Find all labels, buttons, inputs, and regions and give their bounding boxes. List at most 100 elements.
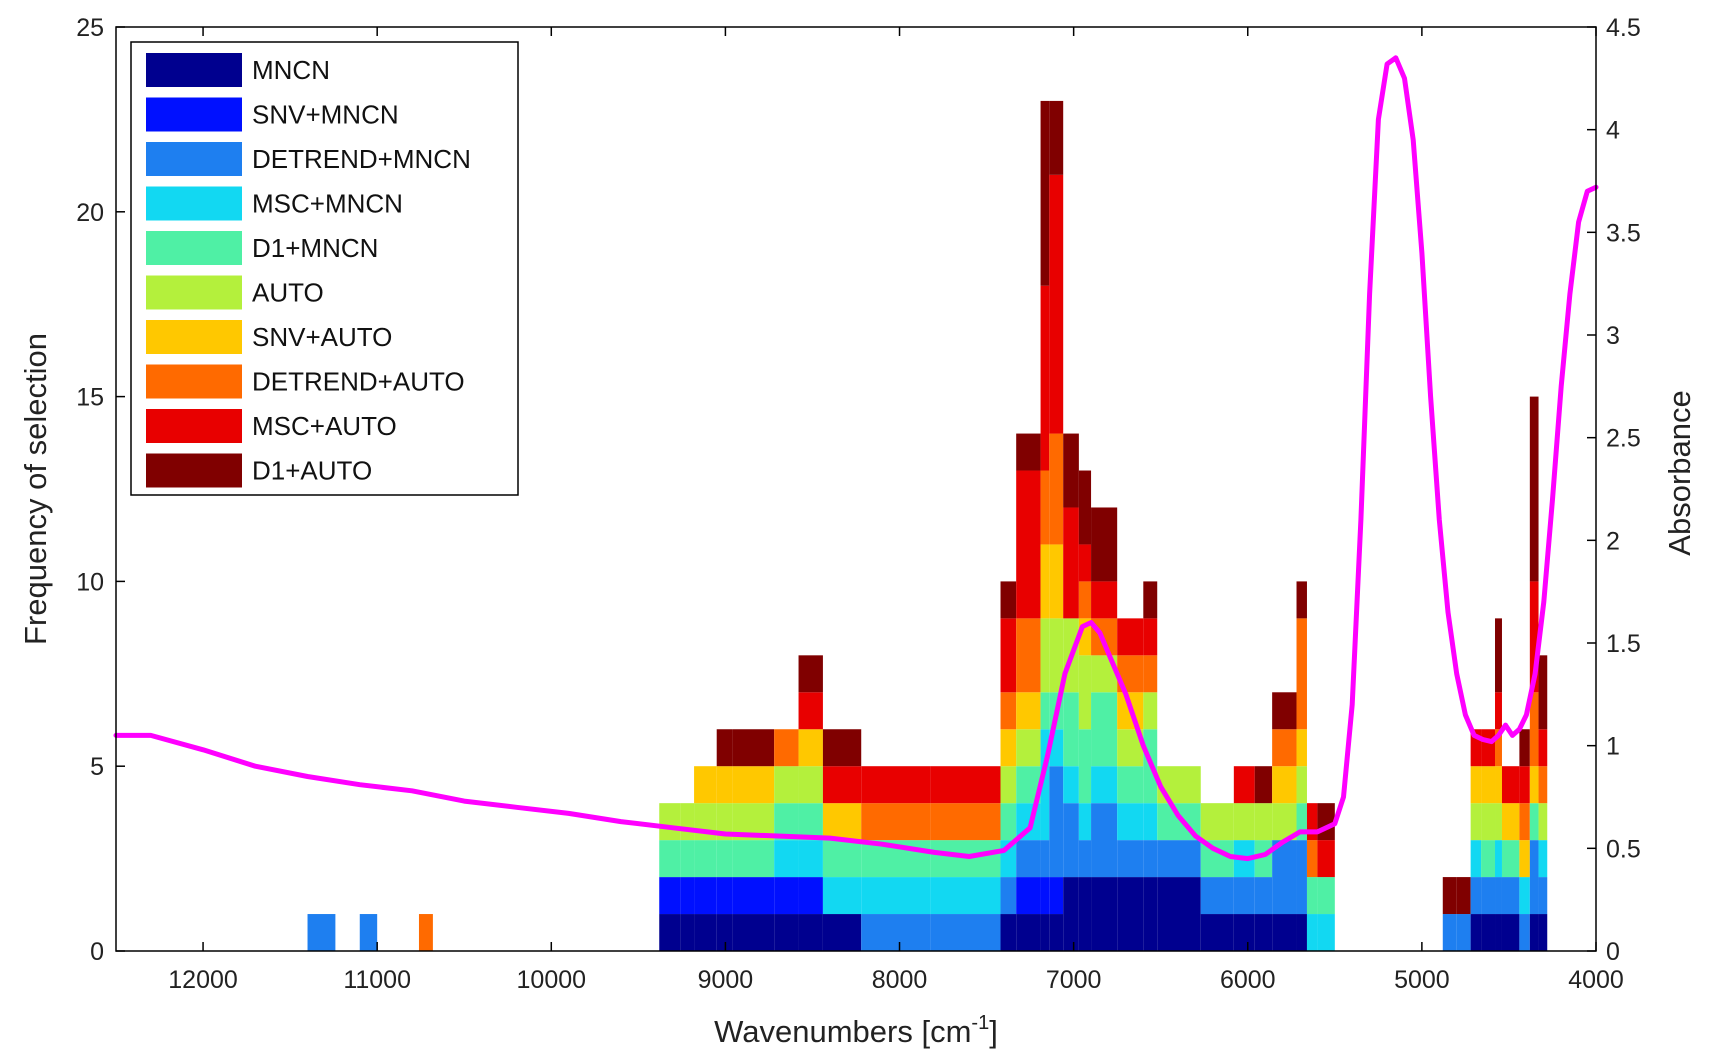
bar-segment-10-0 xyxy=(822,914,862,951)
bar-segment-25-4 xyxy=(1254,766,1273,804)
bar-segment-34-5 xyxy=(1495,729,1502,767)
y-right-tick-label: 3 xyxy=(1606,322,1620,350)
bar-segment-29-1 xyxy=(1317,877,1335,915)
bar-segment-38-2 xyxy=(1538,840,1548,878)
bar-segment-37-5 xyxy=(1529,581,1539,693)
bar-segment-11-3 xyxy=(861,803,931,841)
bar-segment-36-5 xyxy=(1519,729,1530,767)
bar-segment-22-1 xyxy=(1157,840,1201,878)
y-left-tick-label: 0 xyxy=(90,938,104,966)
bar-segment-3-1 xyxy=(659,877,681,915)
legend-label-2: DETREND+MNCN xyxy=(252,144,471,174)
bar-segment-17-0 xyxy=(1063,877,1079,951)
y-right-tick-label: 0 xyxy=(1606,938,1620,966)
x-tick-label: 5000 xyxy=(1394,966,1450,994)
bar-segment-10-4 xyxy=(822,766,862,804)
bar-segment-27-3 xyxy=(1296,766,1307,804)
bar-segment-7-2 xyxy=(732,840,775,878)
bar-segment-30-1 xyxy=(1442,877,1457,915)
bar-segment-32-4 xyxy=(1470,766,1482,804)
legend-swatch-0 xyxy=(146,53,242,87)
legend-label-9: D1+AUTO xyxy=(252,456,372,486)
x-tick-label: 4000 xyxy=(1568,966,1624,994)
bar-segment-29-0 xyxy=(1317,914,1335,951)
legend-swatch-3 xyxy=(146,186,242,221)
plot-frame xyxy=(115,26,1597,952)
bar-segment-1-0 xyxy=(359,914,378,951)
legend-label-5: AUTO xyxy=(252,278,324,308)
bar-segment-8-0 xyxy=(774,914,799,951)
axes: 12000 11000 10000 9000 8000 7000 6000 5000 40000… xyxy=(76,14,1641,994)
bar-segment-11-4 xyxy=(861,766,931,804)
y-right-tick-label: 0.5 xyxy=(1606,835,1641,863)
bar-segment-9-4 xyxy=(798,766,823,804)
legend-swatch-6 xyxy=(146,320,242,354)
bar-segment-38-0 xyxy=(1538,914,1548,951)
legend-label-8: MSC+AUTO xyxy=(252,411,397,441)
bar-segment-16-1 xyxy=(1049,877,1064,915)
bar-segment-13-0 xyxy=(1000,914,1017,951)
bar-segment-27-4 xyxy=(1296,729,1307,767)
bar-segment-38-3 xyxy=(1538,803,1548,841)
bar-segment-4-3 xyxy=(680,803,695,841)
bar-segment-31-0 xyxy=(1456,914,1471,951)
bar-segment-13-5 xyxy=(1000,729,1017,767)
legend-swatch-7 xyxy=(146,364,242,399)
bar-segment-10-3 xyxy=(822,803,862,841)
bar-segment-32-0 xyxy=(1470,914,1482,951)
legend-label-0: MNCN xyxy=(252,55,330,85)
y-left-tick-label: 10 xyxy=(76,568,104,596)
legend-swatch-9 xyxy=(146,453,242,488)
bar-segment-5-4 xyxy=(694,766,717,804)
bar-segment-21-1 xyxy=(1143,840,1158,878)
bar-segment-14-8 xyxy=(1016,470,1041,619)
bar-segment-21-5 xyxy=(1143,655,1158,693)
bar-segment-4-2 xyxy=(680,840,695,878)
bar-segment-15-2 xyxy=(1040,840,1050,878)
bar-segment-26-3 xyxy=(1272,766,1297,804)
x-tick-label: 6000 xyxy=(1220,966,1276,994)
legend-label-7: DETREND+AUTO xyxy=(252,367,465,397)
bar-segment-18-4 xyxy=(1078,655,1092,730)
bar-segment-6-0 xyxy=(716,914,733,951)
bar-segment-24-4 xyxy=(1233,766,1255,804)
bar-segment-25-3 xyxy=(1254,803,1273,841)
bar-segment-16-8 xyxy=(1049,174,1064,434)
bar-segment-32-5 xyxy=(1470,729,1482,767)
bar-segment-7-0 xyxy=(732,914,775,951)
legend-swatch-2 xyxy=(146,142,242,176)
bar-segment-12-3 xyxy=(930,803,1001,841)
bar-segment-25-0 xyxy=(1254,914,1273,951)
bar-segment-5-1 xyxy=(694,877,717,915)
bar-segment-14-7 xyxy=(1016,618,1041,693)
bar-segment-33-3 xyxy=(1481,803,1496,841)
bar-segment-15-9 xyxy=(1040,100,1050,286)
bar-segment-9-5 xyxy=(798,729,823,767)
x-tick-label: 9000 xyxy=(698,966,754,994)
bar-segment-4-1 xyxy=(680,877,695,915)
bar-segment-18-7 xyxy=(1078,544,1092,582)
bar-segment-31-1 xyxy=(1456,877,1471,915)
bar-segment-23-0 xyxy=(1200,914,1234,951)
bar-segment-20-7 xyxy=(1117,618,1144,656)
bar-segment-21-7 xyxy=(1143,581,1158,619)
bar-segment-35-2 xyxy=(1501,840,1520,878)
bar-segment-15-3 xyxy=(1040,729,1050,841)
x-axis-title-suffix: ] xyxy=(989,1014,998,1049)
bar-segment-21-6 xyxy=(1143,618,1158,656)
bar-segment-24-3 xyxy=(1233,803,1255,841)
bar-segment-18-2 xyxy=(1078,803,1092,841)
y-right-tick-label: 1 xyxy=(1606,733,1620,761)
bar-segment-14-9 xyxy=(1016,433,1041,471)
bar-segment-20-3 xyxy=(1117,766,1144,804)
bar-segment-21-4 xyxy=(1143,692,1158,730)
legend-label-3: MSC+MNCN xyxy=(252,189,403,219)
bar-segment-37-6 xyxy=(1529,396,1539,582)
bar-segment-13-7 xyxy=(1000,618,1017,693)
bar-segment-22-3 xyxy=(1157,766,1201,804)
bar-segment-15-4 xyxy=(1040,692,1050,730)
bar-segment-25-1 xyxy=(1254,877,1273,915)
bar-segment-16-5 xyxy=(1049,618,1064,693)
bar-segment-13-8 xyxy=(1000,581,1017,619)
